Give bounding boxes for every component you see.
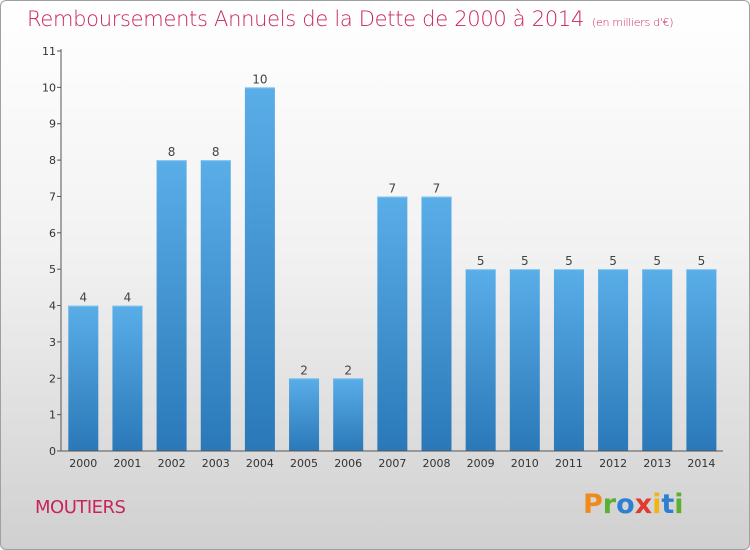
- bar-2011: [553, 269, 584, 451]
- x-tick-label: 2001: [113, 457, 141, 470]
- brand-letter: i: [652, 489, 662, 520]
- x-tick-label: 2003: [202, 457, 230, 470]
- brand-letter: i: [674, 489, 684, 520]
- y-tick-label: 8: [49, 154, 56, 167]
- x-tick-label: 2008: [423, 457, 451, 470]
- y-axis: 0 1 2 3 4 5 6 7 8 9 10 11: [42, 45, 62, 458]
- bar-2004: [244, 87, 275, 451]
- brand-letter: x: [634, 489, 653, 520]
- x-tick-label: 2011: [555, 457, 583, 470]
- bar-2010: [509, 269, 540, 451]
- bar-2013: [642, 269, 673, 451]
- x-tick-label: 2010: [511, 457, 539, 470]
- bars: 4 4 8 8 10 2 2 7 7 5 5 5 5 5 5: [68, 72, 717, 451]
- chart-title: Remboursements Annuels de la Dette de 20…: [27, 7, 673, 31]
- bar-2000: [68, 305, 99, 451]
- data-label: 5: [653, 254, 661, 268]
- y-tick-label: 2: [49, 372, 56, 385]
- y-tick-label: 11: [42, 45, 56, 58]
- x-tick-label: 2005: [290, 457, 318, 470]
- brand-letter: t: [661, 489, 675, 520]
- x-tick-label: 2006: [334, 457, 362, 470]
- bar-2001: [112, 305, 143, 451]
- y-tick-label: 9: [49, 118, 56, 131]
- data-label: 7: [389, 181, 397, 195]
- y-tick-label: 0: [49, 445, 56, 458]
- x-tick-label: 2002: [158, 457, 186, 470]
- data-label: 4: [79, 291, 87, 305]
- title-unit: (en milliers d'€): [592, 16, 674, 29]
- data-label: 5: [698, 254, 706, 268]
- brand-letter: o: [616, 489, 635, 520]
- data-label: 5: [521, 254, 529, 268]
- bar-2007: [377, 196, 408, 451]
- data-label: 10: [252, 72, 267, 86]
- x-tick-label: 2000: [69, 457, 97, 470]
- bar-2002: [156, 160, 187, 451]
- bar-2014: [686, 269, 717, 451]
- data-label: 2: [300, 363, 308, 377]
- data-label: 5: [477, 254, 485, 268]
- bar-2003: [200, 160, 231, 451]
- y-tick-label: 3: [49, 336, 56, 349]
- x-tick-label: 2007: [378, 457, 406, 470]
- bar-2008: [421, 196, 452, 451]
- x-tick-label: 2013: [643, 457, 671, 470]
- y-tick-label: 10: [42, 81, 56, 94]
- bar-2006: [333, 378, 364, 451]
- proxiti-logo: Proxiti: [583, 489, 684, 520]
- brand-letter: r: [602, 489, 617, 520]
- bar-2012: [598, 269, 629, 451]
- x-tick-label: 2014: [687, 457, 715, 470]
- data-label: 8: [212, 145, 220, 159]
- title-text: Remboursements Annuels de la Dette de 20…: [27, 7, 584, 31]
- x-tick-label: 2012: [599, 457, 627, 470]
- y-tick-label: 7: [49, 190, 56, 203]
- bar-2005: [289, 378, 320, 451]
- data-label: 2: [344, 363, 352, 377]
- commune-name: MOUTIERS: [35, 497, 126, 518]
- data-label: 5: [565, 254, 573, 268]
- y-tick-label: 6: [49, 227, 56, 240]
- x-tick-label: 2004: [246, 457, 274, 470]
- data-label: 7: [433, 181, 441, 195]
- data-label: 8: [168, 145, 176, 159]
- y-tick-label: 1: [49, 409, 56, 422]
- bar-2009: [465, 269, 496, 451]
- x-tick-label: 2009: [467, 457, 495, 470]
- data-label: 4: [124, 291, 132, 305]
- brand-letter: P: [583, 489, 603, 520]
- y-tick-label: 5: [49, 263, 56, 276]
- x-axis: 2000 2001 2002 2003 2004 2005 2006 2007 2008 2009…: [61, 450, 723, 470]
- data-label: 5: [609, 254, 617, 268]
- y-tick-label: 4: [49, 300, 56, 313]
